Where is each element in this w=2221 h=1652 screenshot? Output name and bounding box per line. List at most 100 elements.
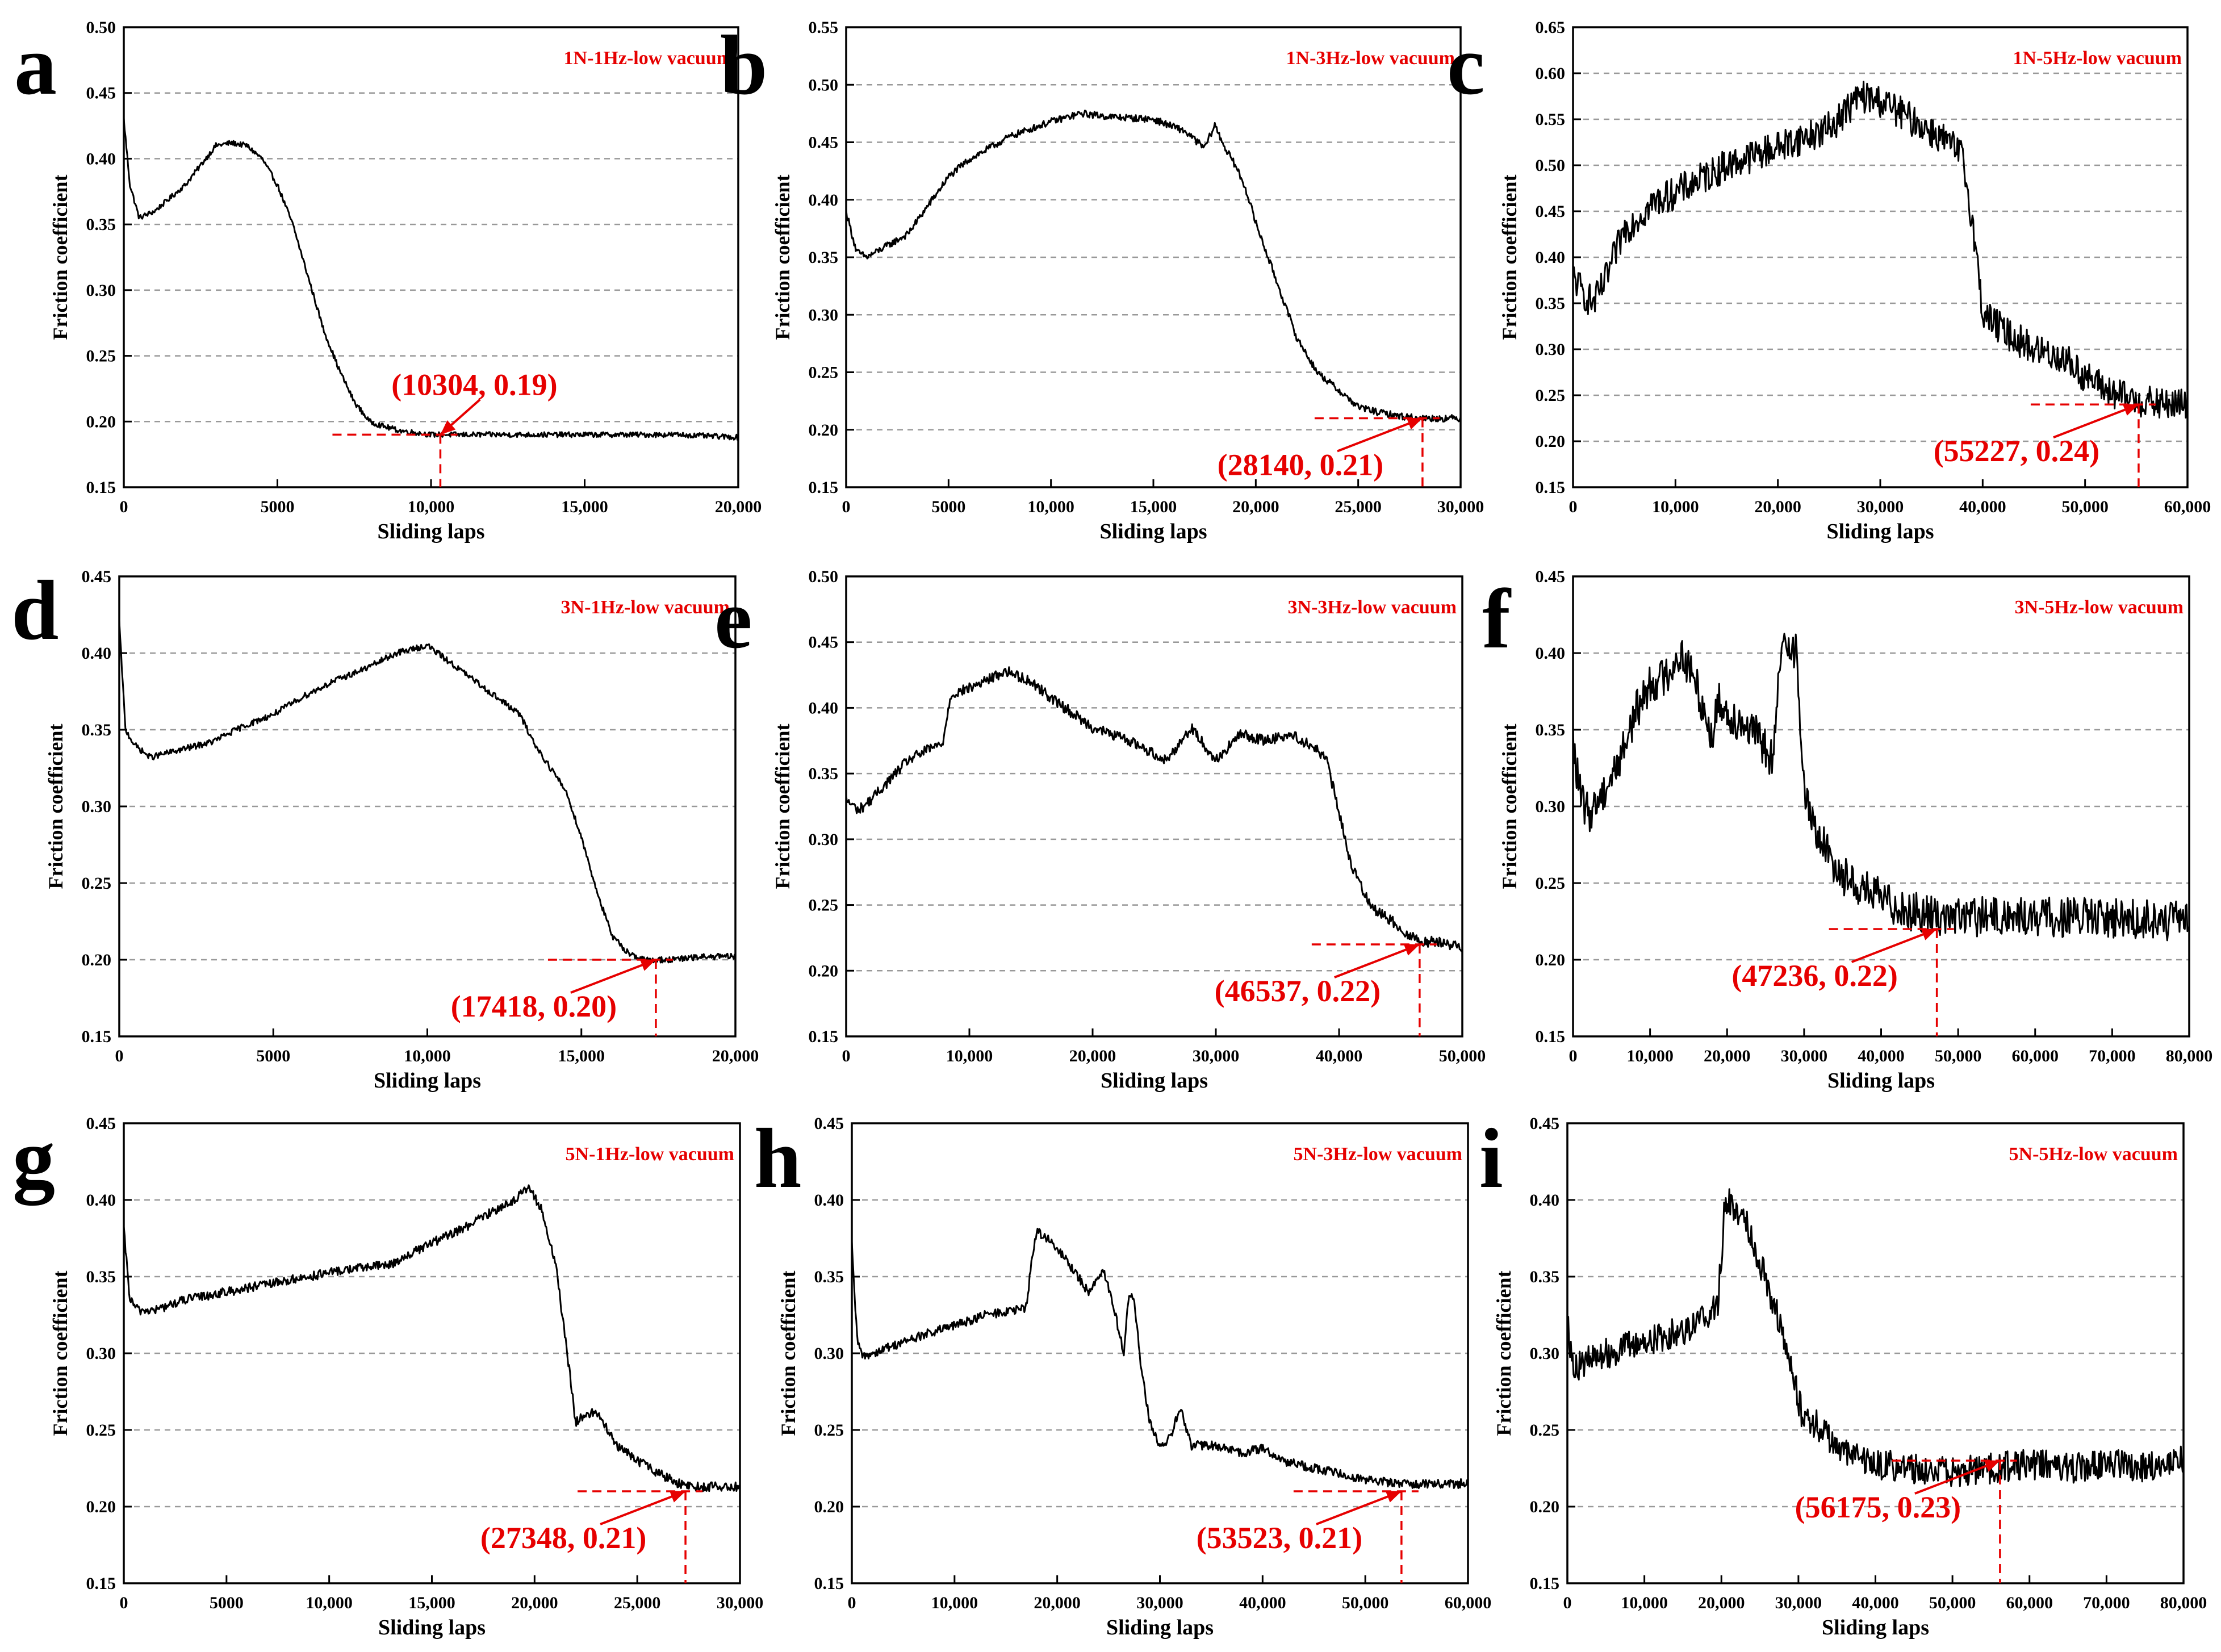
legend-label: 3N-3Hz-low vacuum [1288, 597, 1457, 618]
x-axis-label: Sliding laps [378, 1616, 486, 1640]
y-tick-label: 0.45 [86, 84, 116, 103]
x-tick-label: 60,000 [2012, 1047, 2059, 1065]
y-tick-label: 0.25 [82, 874, 112, 893]
annotation-arrowhead [669, 1491, 686, 1503]
x-tick-label: 50,000 [1342, 1594, 1389, 1612]
y-axis-label: Friction coefficient [777, 1271, 800, 1436]
y-tick-label: 0.25 [86, 1421, 116, 1440]
y-tick-label: 0.30 [86, 281, 116, 300]
x-axis-label: Sliding laps [1822, 1616, 1929, 1640]
panel-letter-g: g [12, 1111, 55, 1206]
y-tick-label: 0.40 [1536, 248, 1566, 267]
y-tick-label: 0.40 [809, 191, 839, 210]
x-tick-label: 20,000 [1232, 497, 1279, 516]
y-tick-label: 0.50 [809, 567, 839, 586]
annotation-arrowhead [1403, 944, 1420, 956]
series-line-f [1572, 633, 2190, 942]
x-tick-label: 15,000 [561, 497, 608, 516]
y-tick-label: 0.35 [1536, 294, 1566, 313]
annotation-arrow [1334, 943, 1420, 978]
x-tick-label: 10,000 [1626, 1047, 1674, 1065]
x-axis-label: Sliding laps [374, 1069, 481, 1093]
y-tick-label: 0.45 [814, 1114, 844, 1133]
x-tick-label: 40,000 [1852, 1594, 1899, 1612]
y-tick-label: 0.30 [86, 1344, 116, 1363]
y-tick-label: 0.35 [809, 248, 839, 267]
panel-i: i 0.15 0.20 0.25 0.30 0.35 0.40 0.45 0 10,000 20,0… [1479, 1111, 2207, 1640]
panel-letter-c: c [1447, 18, 1485, 112]
x-axis-label: Sliding laps [1827, 1069, 1935, 1093]
y-tick-label: 0.40 [82, 644, 112, 663]
legend-label: 5N-5Hz-low vacuum [2009, 1144, 2178, 1165]
y-tick-label: 0.20 [82, 951, 112, 969]
annotation-arrowhead [1984, 1460, 2000, 1472]
x-tick-label: 30,000 [717, 1594, 764, 1612]
y-tick-label: 0.15 [86, 478, 116, 497]
y-tick-label: 0.50 [1536, 156, 1566, 175]
x-tick-label: 0 [120, 1594, 128, 1612]
x-tick-label: 20,000 [715, 497, 762, 516]
plot-frame [118, 575, 737, 1038]
y-axis-label: Friction coefficient [771, 724, 794, 889]
x-tick-label: 20,000 [1069, 1047, 1116, 1065]
x-tick-label: 5000 [210, 1594, 244, 1612]
annotation-arrowhead [2122, 404, 2139, 416]
annotation-label: (17418, 0.20) [451, 989, 617, 1023]
y-tick-label: 0.15 [1530, 1574, 1560, 1593]
x-axis-label: Sliding laps [1099, 520, 1207, 543]
y-tick-label: 0.45 [1536, 567, 1566, 586]
y-axis-label: Friction coefficient [1498, 724, 1521, 889]
x-axis-label: Sliding laps [1101, 1069, 1208, 1093]
series-line-i [1566, 1188, 2185, 1487]
y-tick-label: 0.25 [809, 363, 839, 382]
y-tick-label: 0.15 [86, 1574, 116, 1593]
y-tick-label: 0.40 [809, 699, 839, 717]
annotation-arrow [1316, 1490, 1402, 1525]
panel-d: d 0.15 0.20 0.25 0.30 0.35 0.40 0.45 0 5000 10,000… [11, 563, 759, 1093]
x-tick-label: 10,000 [931, 1594, 978, 1612]
y-axis-label: Friction coefficient [49, 175, 72, 340]
panel-e: e 0.15 0.20 0.25 0.30 0.35 0.40 0.45 0.50 0 10,000… [714, 567, 1486, 1093]
x-tick-label: 40,000 [1858, 1047, 1905, 1065]
y-tick-label: 0.15 [809, 478, 839, 497]
x-tick-label: 10,000 [1652, 497, 1699, 516]
plot-frame [845, 26, 1462, 488]
annotation-label: (53523, 0.21) [1197, 1521, 1362, 1555]
x-axis-label: Sliding laps [377, 520, 484, 543]
y-tick-label: 0.40 [1530, 1191, 1560, 1210]
x-tick-label: 0 [120, 497, 128, 516]
y-tick-label: 0.30 [814, 1344, 844, 1363]
x-tick-label: 20,000 [1704, 1047, 1751, 1065]
x-tick-label: 30,000 [1193, 1047, 1240, 1065]
y-tick-label: 0.15 [82, 1027, 112, 1046]
x-tick-label: 30,000 [1775, 1594, 1822, 1612]
y-tick-label: 0.20 [1536, 951, 1566, 969]
x-tick-label: 30,000 [1781, 1047, 1828, 1065]
legend-label: 3N-5Hz-low vacuum [2015, 597, 2184, 618]
x-tick-label: 0 [842, 497, 851, 516]
annotation-arrowhead [1406, 417, 1423, 430]
legend-label: 5N-3Hz-low vacuum [1294, 1144, 1462, 1165]
panel-f: f 0.15 0.20 0.25 0.30 0.35 0.40 0.45 0 10,000 20,0… [1482, 567, 2212, 1093]
x-tick-label: 80,000 [2166, 1047, 2213, 1065]
y-tick-label: 0.20 [814, 1498, 844, 1516]
panel-h: h 0.15 0.20 0.25 0.30 0.35 0.40 0.45 0 10,000 20,0… [754, 1111, 1491, 1640]
y-tick-label: 0.20 [809, 421, 839, 440]
x-tick-label: 10,000 [946, 1047, 993, 1065]
y-tick-label: 0.15 [809, 1027, 839, 1046]
x-tick-label: 25,000 [1335, 497, 1382, 516]
x-tick-label: 10,000 [408, 497, 455, 516]
annotation-arrow [2053, 403, 2139, 439]
annotation-label: (56175, 0.23) [1795, 1490, 1961, 1524]
y-tick-label: 0.35 [86, 1268, 116, 1286]
x-tick-label: 20,000 [1034, 1594, 1081, 1612]
x-tick-label: 60,000 [2006, 1594, 2053, 1612]
y-tick-label: 0.25 [1536, 386, 1566, 405]
panel-letter-h: h [754, 1111, 801, 1206]
y-tick-label: 0.30 [82, 797, 112, 816]
y-tick-label: 0.45 [1536, 202, 1566, 221]
plot-frame [1572, 26, 2189, 488]
x-tick-label: 5000 [256, 1047, 290, 1065]
legend-label: 3N-1Hz-low vacuum [561, 597, 730, 618]
y-tick-label: 0.45 [86, 1114, 116, 1133]
